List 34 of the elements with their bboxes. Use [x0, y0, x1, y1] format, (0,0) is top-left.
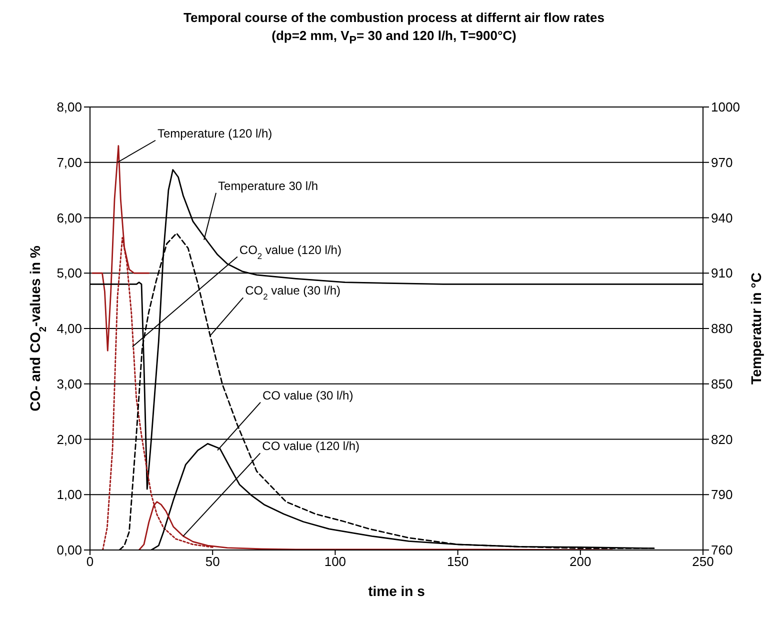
y-tick-label: 8,00: [56, 100, 82, 115]
annotation: CO value (30 l/h): [262, 388, 354, 402]
y2-tick-label: 790: [711, 487, 733, 502]
y2-tick-label: 1000: [711, 100, 740, 115]
annotation: CO$_{2}$ value (30 l/h): [245, 284, 341, 302]
x-tick-label: 100: [324, 554, 346, 570]
y-tick-label: 7,00: [56, 154, 82, 170]
y-tick-label: 0,00: [56, 542, 82, 558]
y-tick-label: 4,00: [56, 321, 82, 336]
annotation: CO value (120 l/h): [262, 439, 360, 454]
y2-tick-label: 760: [711, 542, 733, 558]
y2-tick-label: 850: [711, 376, 733, 392]
y-tick-label: 6,00: [56, 210, 82, 226]
y-tick-label: 1,00: [56, 487, 82, 502]
y2-tick-label: 970: [711, 154, 733, 170]
annotation: Temperature 30 l/h: [218, 178, 318, 193]
y-tick-label: 5,00: [56, 266, 82, 281]
chart-title: Temporal course of the combustion process at differnt air flow rates: [182, 10, 606, 25]
x-tick-label: 250: [692, 554, 714, 570]
y2-tick-label: 910: [711, 266, 733, 281]
y2-tick-label: 820: [711, 432, 733, 447]
x-axis-title: time in s: [368, 583, 426, 599]
x-tick-label: 0: [86, 554, 94, 570]
y2-tick-label: 880: [711, 321, 733, 336]
y2-axis-title: Temperatur in °C: [748, 272, 764, 384]
y-tick-label: 3,00: [56, 376, 82, 392]
y-tick-label: 2,00: [56, 432, 82, 447]
chart-subtitle: (dp=2 mm, V$_{P}$= 30 and 120 l/h, T=900°C): [270, 28, 518, 47]
annotation: CO$_{2}$ value (120 l/h): [239, 242, 342, 261]
x-tick-label: 150: [446, 554, 469, 570]
x-tick-label: 50: [205, 554, 220, 570]
x-tick-label: 200: [570, 554, 592, 570]
y2-tick-label: 940: [711, 210, 733, 226]
annotation: Temperature (120 l/h): [157, 126, 272, 140]
